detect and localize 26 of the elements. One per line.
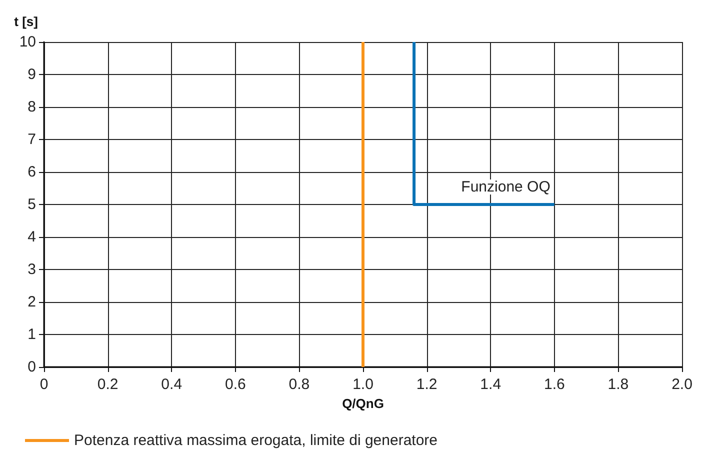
x-tick-label: 0.8 [288,376,310,393]
x-tick-label: 0.2 [97,376,118,393]
y-tick-label: 5 [28,196,36,213]
x-tick-label: 1.0 [352,376,374,393]
x-axis-title: Q/QnG [342,396,384,411]
y-tick-label: 7 [28,131,36,148]
annotation: Funzione OQ [461,178,550,196]
y-tick-label: 3 [28,261,36,278]
y-tick-label: 10 [19,34,36,50]
x-tick-label: 2.0 [672,376,692,393]
x-tick-label: 0 [40,376,48,393]
legend-label: Potenza reattiva massima erogata, limite di generatore [74,432,438,449]
y-axis-title: t [s] [14,14,38,29]
x-tick-label: 0.4 [161,376,182,393]
x-tick-label: 1.4 [480,376,502,393]
x-tick-label: 0.6 [224,376,246,393]
y-tick-label: 6 [28,164,36,180]
y-tick-label: 4 [28,228,36,246]
y-tick-label: 2 [28,294,36,310]
x-tick-label: 1.6 [544,376,565,393]
y-tick-label: 0 [28,358,36,376]
y-tick-label: 8 [28,98,36,116]
x-tick-label: 1.2 [416,376,438,393]
x-tick-label: 1.8 [608,376,629,393]
y-tick-label: 1 [28,326,36,343]
y-tick-label: 9 [28,66,36,83]
